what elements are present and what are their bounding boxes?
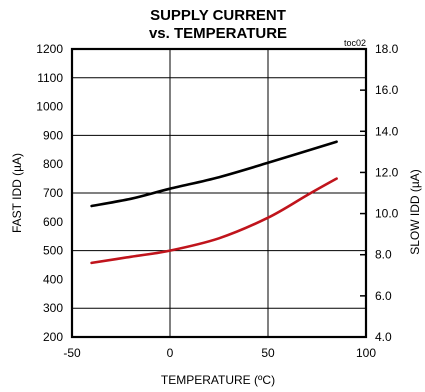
chart-tag: toc02 [344, 38, 366, 48]
y2-tick-label: 4.0 [375, 330, 392, 344]
y-axis-label: FAST IDD (µA) [10, 153, 24, 233]
y2-tick-label: 8.0 [375, 248, 392, 262]
x-tick-label: 100 [356, 346, 376, 360]
y2-tick-label: 10.0 [375, 207, 399, 221]
fast-idd-series-line [90, 140, 338, 208]
y2-tick-label: 18.0 [375, 42, 399, 56]
y-tick-label: 600 [43, 215, 63, 229]
x-tick-label: 50 [261, 346, 275, 360]
y-tick-label: 700 [43, 186, 63, 200]
y-tick-label: 900 [43, 128, 63, 142]
x-tick-label: 0 [167, 346, 174, 360]
y-tick-label: 400 [43, 272, 63, 286]
y-tick-label: 200 [43, 330, 63, 344]
y2-tick-label: 16.0 [375, 83, 399, 97]
y2-tick-label: 6.0 [375, 289, 392, 303]
x-tick-label: -50 [63, 346, 81, 360]
chart-title: SUPPLY CURRENT [150, 7, 286, 24]
y-tick-label: 1000 [36, 100, 63, 114]
y2-tick-label: 14.0 [375, 124, 399, 138]
y-tick-label: 800 [43, 157, 63, 171]
y-tick-label: 500 [43, 244, 63, 258]
tick-labels: -50 0 50 100 200 300 400 500 600 700 800 900 1000 110… [36, 42, 398, 360]
y2-axis-label: SLOW IDD (µA) [408, 169, 422, 255]
y2-tick-label: 12.0 [375, 165, 399, 179]
grid [71, 49, 367, 337]
y-tick-label: 300 [43, 301, 63, 315]
y-tick-label: 1100 [37, 71, 63, 85]
plot-frame [70, 47, 368, 339]
series-layer [90, 140, 338, 265]
y-tick-label: 1200 [36, 42, 63, 56]
x-axis-label: TEMPERATURE (ºC) [161, 373, 275, 387]
chart-subtitle: vs. TEMPERATURE [149, 25, 287, 42]
slow-idd-series-line [90, 177, 338, 265]
